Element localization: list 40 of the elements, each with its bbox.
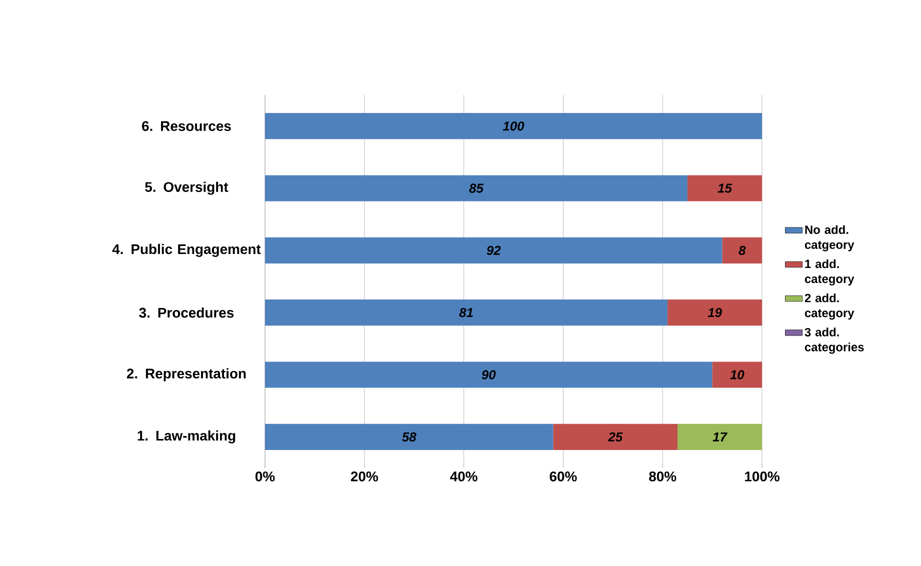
bar bbox=[678, 424, 762, 450]
bar bbox=[722, 237, 762, 264]
legend-label: 3 add. categories bbox=[804, 328, 864, 354]
data-label: 25 bbox=[608, 432, 623, 442]
data-label: 17 bbox=[712, 432, 728, 442]
bar bbox=[265, 113, 762, 140]
bar bbox=[265, 300, 668, 326]
y-tick-label: 4. Public Engagement bbox=[112, 244, 261, 257]
legend-label: 1 add. category bbox=[804, 259, 854, 286]
data-label: 100 bbox=[502, 121, 524, 131]
x-tick-label: 80% bbox=[649, 472, 676, 482]
bar bbox=[687, 175, 762, 202]
x-tick-label: 40% bbox=[450, 472, 478, 482]
bar bbox=[553, 424, 678, 450]
y-tick-label: 5. Oversight bbox=[145, 182, 228, 195]
x-tick-label: 0% bbox=[255, 472, 275, 482]
bar bbox=[712, 362, 762, 388]
bar bbox=[668, 300, 762, 326]
bar bbox=[265, 424, 554, 450]
y-tick-label: 2. Representation bbox=[126, 368, 246, 382]
data-label: 10 bbox=[730, 370, 744, 380]
x-tick-label: 20% bbox=[350, 472, 378, 482]
y-tick-label: 6. Resources bbox=[142, 121, 231, 132]
data-label: 92 bbox=[486, 246, 501, 256]
data-label: 19 bbox=[708, 308, 722, 318]
data-label: 85 bbox=[469, 184, 484, 193]
legend-label: 2 add. category bbox=[804, 294, 854, 320]
data-label: 8 bbox=[738, 246, 746, 255]
x-tick-label: 100% bbox=[745, 472, 780, 482]
bar bbox=[265, 237, 722, 264]
data-label: 81 bbox=[459, 308, 473, 318]
bar bbox=[265, 175, 688, 202]
data-label: 90 bbox=[482, 370, 496, 380]
legend-label: No add. catgeory bbox=[804, 225, 854, 252]
x-tick-label: 60% bbox=[550, 472, 577, 482]
bar bbox=[265, 362, 712, 388]
data-label: 58 bbox=[402, 432, 416, 442]
data-label: 15 bbox=[718, 184, 732, 193]
y-tick-label: 3. Procedures bbox=[139, 307, 234, 318]
y-tick-label: 1. Law-making bbox=[138, 430, 236, 444]
